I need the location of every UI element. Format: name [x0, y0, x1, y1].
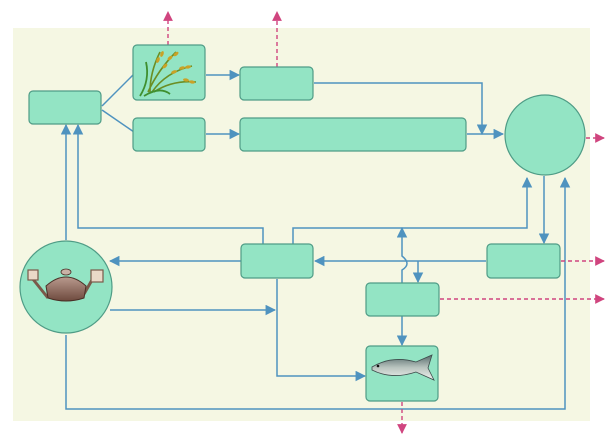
- rice-plant-icon: [139, 51, 197, 97]
- node-left-mid: [132, 117, 206, 152]
- node-center: [240, 243, 314, 279]
- fish-icon: [371, 354, 435, 381]
- flow-lower-mid-up: [396, 226, 408, 284]
- flow-center-to-circle: [292, 176, 533, 244]
- flow-center-to-fish: [276, 279, 367, 382]
- flow-left-top-to-left-mid: [101, 109, 135, 133]
- flow-lines: [60, 69, 571, 410]
- biogas-digester-icon: [27, 268, 104, 302]
- output-lines: [163, 11, 605, 434]
- node-rice: [132, 44, 206, 101]
- node-long-bar: [239, 117, 467, 152]
- flow-top-mid-to-circle: [314, 82, 488, 136]
- flow-center-to-left-top: [72, 123, 264, 244]
- node-top-mid: [239, 66, 314, 101]
- node-left-top: [28, 90, 102, 125]
- node-lower-mid: [365, 282, 440, 317]
- node-right-small: [486, 243, 561, 279]
- node-circle-right: [504, 94, 586, 176]
- flow-left-top-to-rice: [101, 73, 135, 107]
- flow-digester-loop-to-circle: [65, 176, 571, 410]
